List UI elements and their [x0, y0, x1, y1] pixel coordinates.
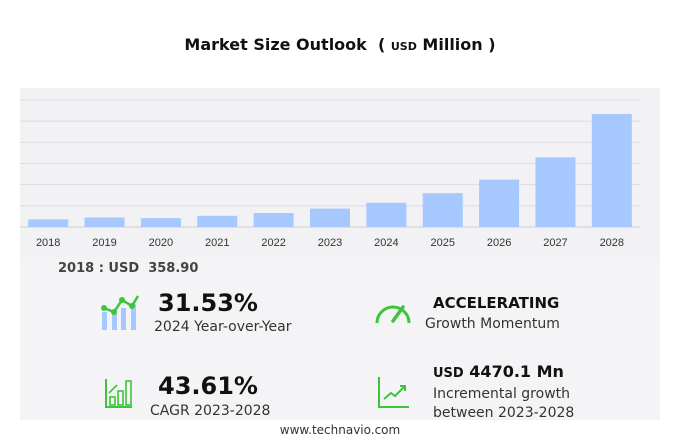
incremental-label-2: between 2023-2028	[433, 405, 575, 421]
bar-2018	[28, 219, 69, 227]
bar-chart: 2018 2019 2020 2021 2022 2023 2024 2025 2026 2027…	[20, 99, 640, 249]
growth-chart-icon	[101, 295, 140, 330]
title-unit-prefix: USD	[390, 40, 417, 53]
incremental-trend-icon	[378, 377, 409, 408]
bar-2021	[197, 215, 238, 227]
bar-2027	[535, 157, 576, 227]
bar-2023	[310, 208, 350, 227]
x-tick-label: 2023	[318, 237, 342, 249]
yoy-label: 2024 Year-over-Year	[154, 319, 292, 335]
chart-panel: 2018 2019 2020 2021 2022 2023 2024 2025 2026 2027…	[20, 88, 660, 258]
x-tick-label: 2024	[374, 237, 398, 249]
x-tick-label: 2019	[92, 237, 116, 249]
x-tick-label: 2022	[261, 237, 285, 249]
speedometer-icon	[375, 305, 411, 324]
cagr-label: CAGR 2023-2028	[150, 403, 271, 419]
base-year-value: 2018 : USD 358.90	[58, 261, 199, 276]
bar-2026	[479, 179, 520, 227]
cagr-chart-icon	[105, 379, 132, 408]
title-unit: Million	[422, 35, 483, 54]
x-tick-label: 2020	[149, 237, 173, 249]
x-tick-label: 2025	[430, 237, 454, 249]
bar-2024	[366, 202, 407, 227]
incremental-label-1: Incremental growth	[433, 386, 571, 402]
bar-2019	[84, 217, 125, 227]
momentum-label: Growth Momentum	[425, 316, 560, 332]
yoy-value: 31.53%	[158, 289, 258, 317]
x-tick-label: 2021	[205, 237, 229, 249]
momentum-value: ACCELERATING	[433, 294, 560, 312]
x-tick-label: 2028	[600, 237, 624, 249]
footer-link[interactable]: www.technavio.com	[279, 423, 401, 437]
bar-2025	[422, 193, 463, 227]
bar-2028	[591, 113, 632, 227]
cagr-value: 43.61%	[158, 372, 258, 400]
x-tick-label: 2026	[487, 237, 511, 249]
title-text: Market Size Outlook	[184, 35, 367, 54]
x-tick-label: 2018	[36, 237, 60, 249]
x-tick-label: 2027	[543, 237, 567, 249]
bar-2022	[253, 213, 294, 227]
incremental-value: USD 4470.1 Mn	[433, 362, 564, 381]
chart-title: Market Size Outlook ( USD Million )	[184, 35, 496, 54]
bar-2020	[140, 218, 181, 227]
